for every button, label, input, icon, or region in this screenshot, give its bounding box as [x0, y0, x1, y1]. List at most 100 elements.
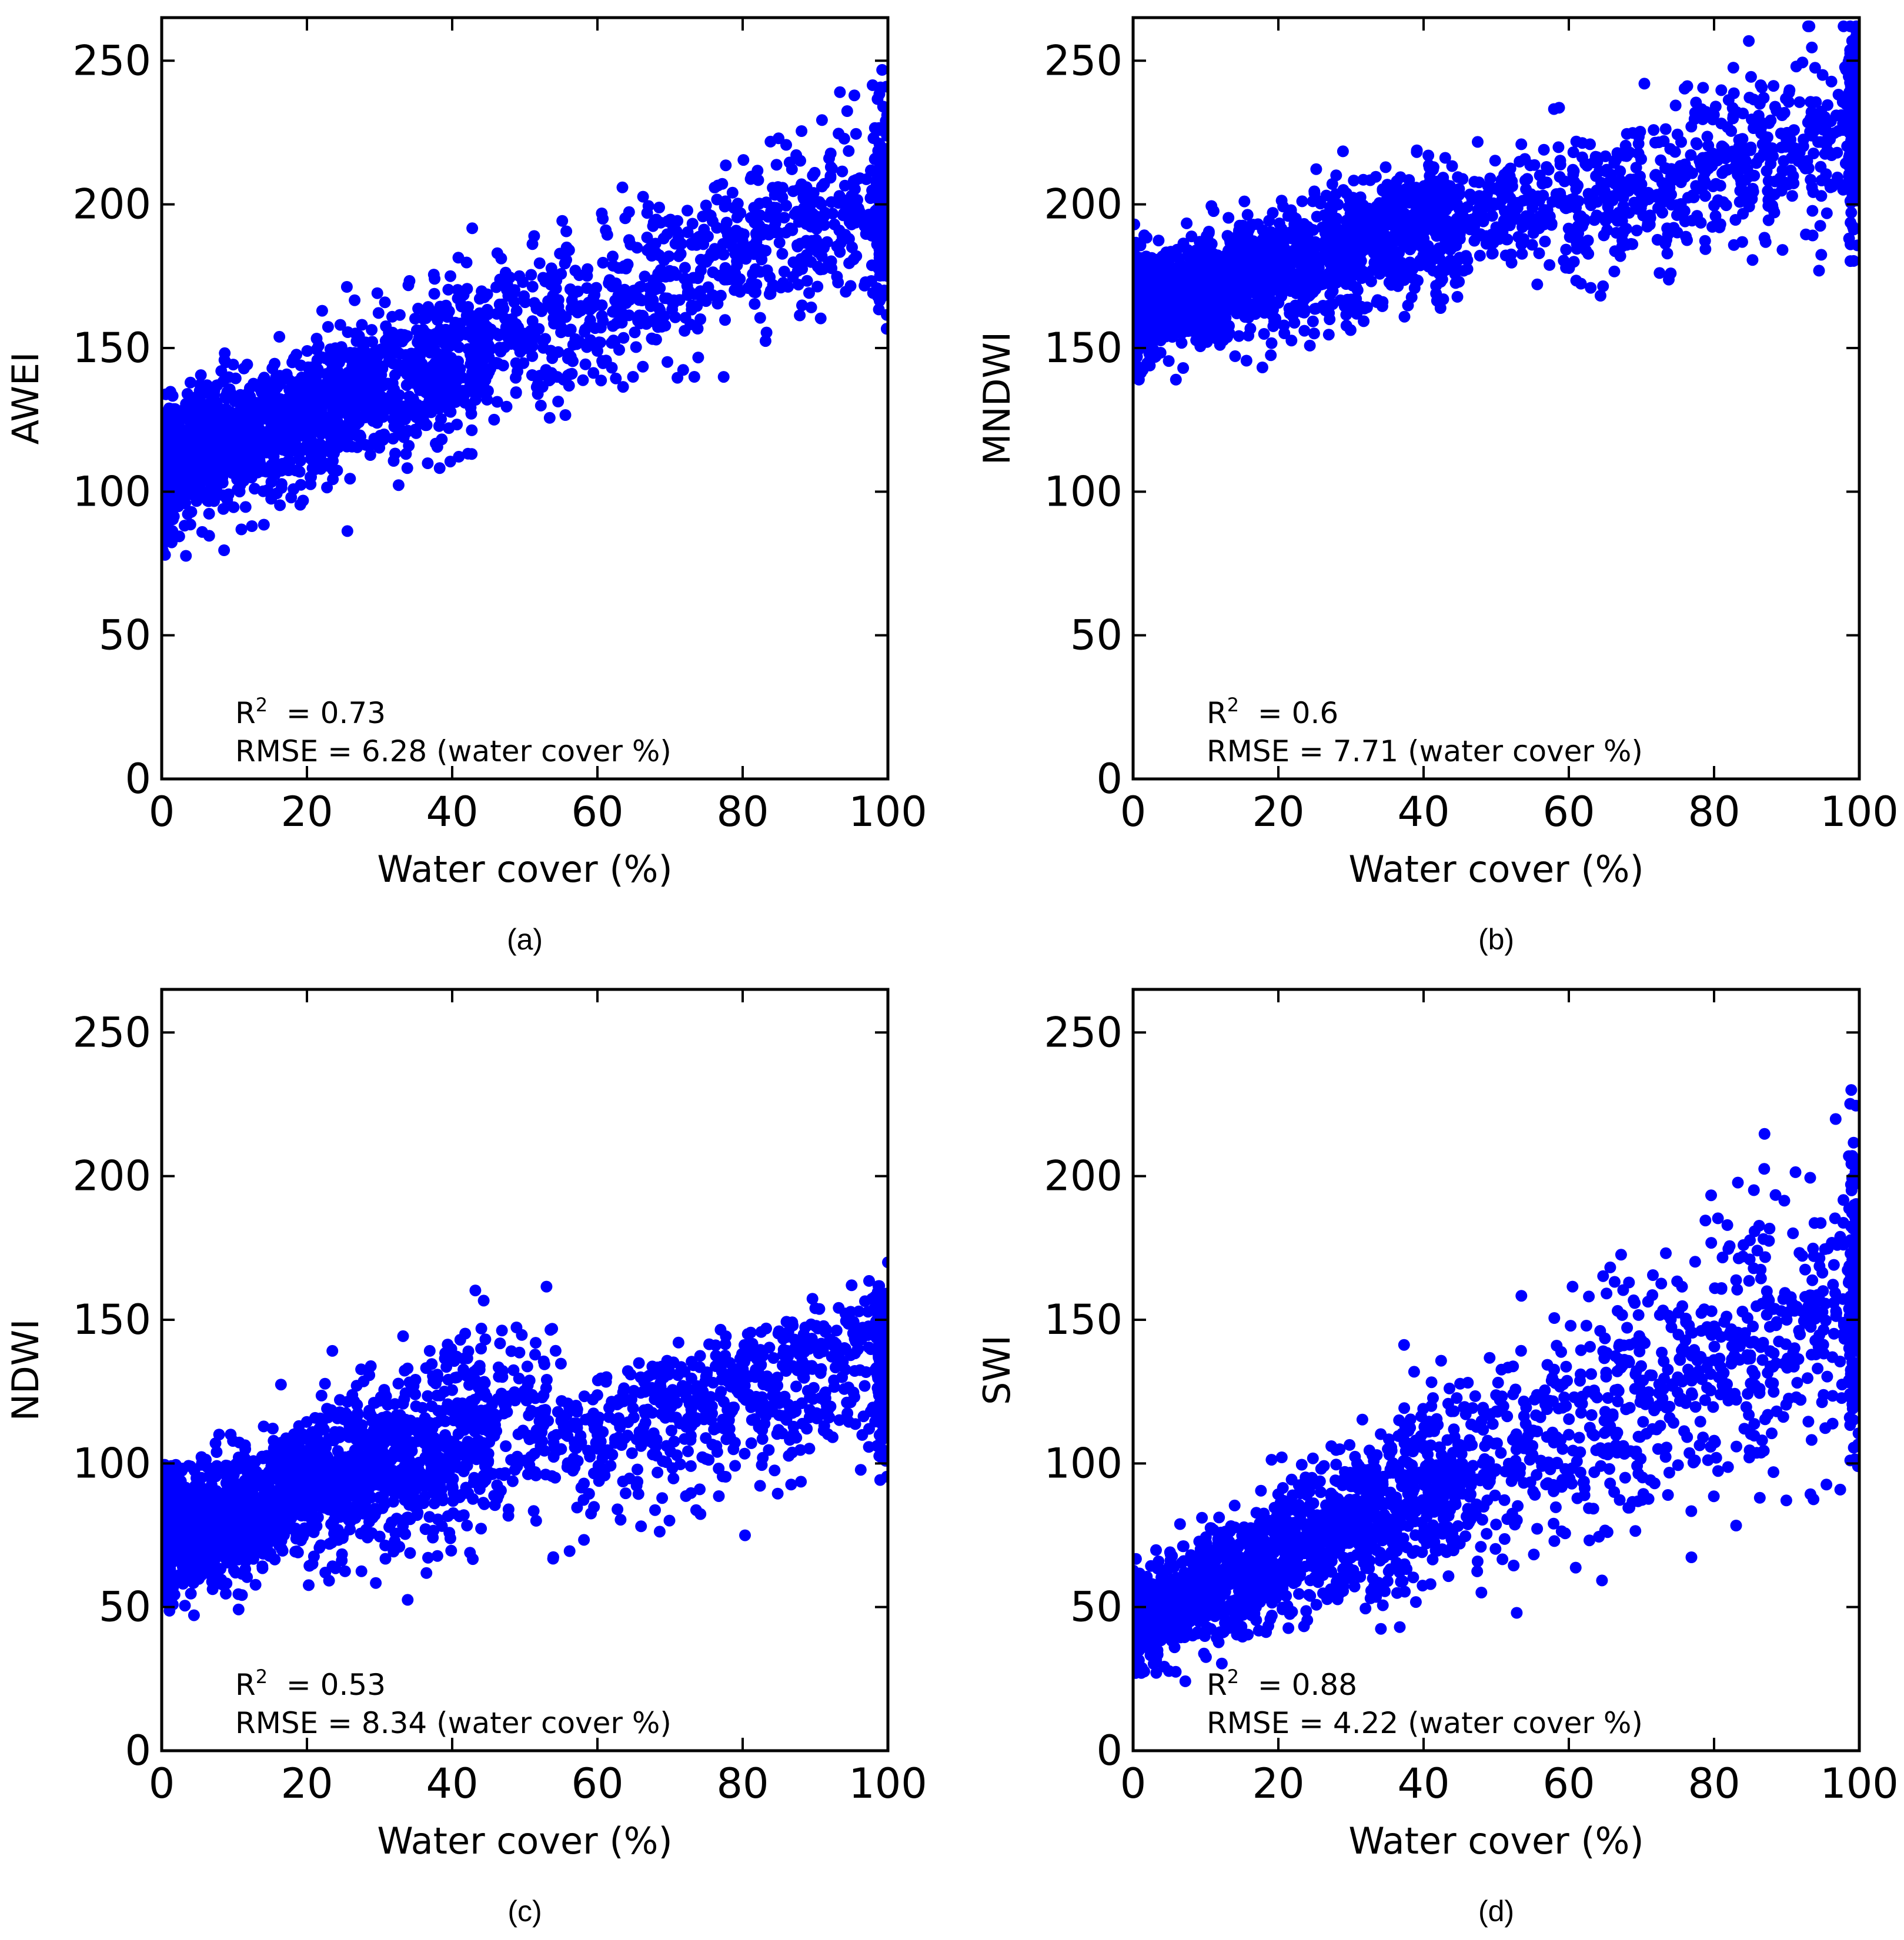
data-point	[669, 311, 682, 323]
data-point	[1813, 265, 1825, 277]
data-point	[873, 243, 886, 256]
data-point	[841, 105, 853, 117]
data-point	[1648, 124, 1660, 136]
data-point	[555, 313, 567, 326]
data-point	[1241, 209, 1254, 221]
data-point	[1821, 207, 1833, 219]
data-point	[1769, 188, 1781, 200]
data-point	[274, 499, 286, 511]
data-point	[327, 473, 339, 486]
data-point	[1331, 198, 1342, 210]
data-point	[1752, 109, 1765, 122]
data-point	[832, 276, 844, 289]
data-point	[727, 241, 739, 253]
data-point	[334, 319, 346, 331]
data-point	[471, 386, 483, 399]
data-point	[736, 233, 749, 245]
data-point	[1727, 110, 1739, 122]
data-point	[1728, 162, 1740, 175]
data-point	[174, 422, 186, 434]
data-point	[398, 329, 410, 341]
data-point	[208, 422, 221, 434]
data-point	[582, 263, 594, 275]
data-point	[258, 519, 270, 531]
data-point	[170, 463, 182, 475]
data-point	[389, 447, 401, 460]
data-point	[1133, 236, 1142, 249]
data-point	[1298, 306, 1310, 319]
data-point	[844, 216, 856, 228]
data-point	[874, 160, 886, 172]
data-point	[1798, 133, 1809, 146]
data-point	[731, 198, 744, 210]
data-point	[819, 206, 831, 219]
data-point	[556, 215, 569, 227]
data-point	[495, 252, 507, 265]
data-point	[581, 282, 593, 294]
data-point	[694, 285, 707, 297]
data-point	[373, 382, 386, 394]
data-point	[203, 507, 215, 520]
data-point	[533, 323, 545, 335]
data-point	[1589, 150, 1602, 163]
data-point	[239, 501, 252, 513]
data-point	[747, 268, 759, 280]
data-point	[462, 447, 474, 460]
data-point	[192, 451, 204, 463]
data-point	[265, 476, 278, 488]
data-point	[1296, 195, 1308, 208]
data-point	[1762, 175, 1775, 187]
data-point	[445, 406, 457, 418]
data-point	[1599, 150, 1612, 162]
data-point	[791, 240, 804, 253]
data-point	[525, 269, 537, 281]
data-point	[650, 333, 662, 346]
data-point	[720, 216, 733, 229]
data-point	[1767, 150, 1779, 162]
panel-caption: (a)	[507, 923, 543, 956]
data-point	[440, 323, 452, 336]
data-point	[663, 250, 675, 262]
data-point	[881, 309, 888, 321]
data-point	[707, 266, 719, 279]
data-point	[563, 244, 575, 256]
x-tick-label: 60	[571, 788, 623, 836]
data-point	[246, 520, 258, 532]
data-point	[1369, 170, 1382, 183]
data-point	[466, 424, 478, 436]
data-point	[805, 220, 817, 233]
data-point	[552, 295, 564, 307]
data-point	[616, 316, 628, 329]
data-point	[1223, 244, 1235, 256]
data-point	[579, 358, 592, 370]
data-point	[684, 318, 697, 330]
data-point	[821, 236, 833, 248]
data-point	[579, 323, 592, 336]
data-point	[275, 437, 288, 449]
data-point	[510, 318, 522, 330]
data-point	[456, 372, 468, 384]
data-point	[1598, 229, 1610, 242]
data-point	[301, 411, 313, 423]
data-point	[165, 505, 177, 517]
data-point	[592, 344, 603, 357]
data-point	[592, 299, 603, 311]
data-point	[1298, 325, 1311, 337]
data-point	[1348, 175, 1360, 187]
data-point	[371, 287, 383, 299]
data-point	[1806, 41, 1818, 53]
data-point	[164, 442, 176, 454]
data-point	[212, 471, 225, 483]
data-point	[1515, 238, 1528, 250]
data-point	[526, 369, 539, 382]
data-point	[1330, 169, 1342, 182]
data-point	[424, 346, 436, 359]
data-point	[1443, 198, 1455, 210]
data-point	[748, 248, 760, 260]
data-point	[306, 400, 318, 412]
data-point	[607, 260, 619, 272]
data-point	[410, 368, 422, 380]
data-point	[362, 353, 374, 366]
data-point	[618, 260, 630, 272]
data-point	[526, 280, 539, 293]
